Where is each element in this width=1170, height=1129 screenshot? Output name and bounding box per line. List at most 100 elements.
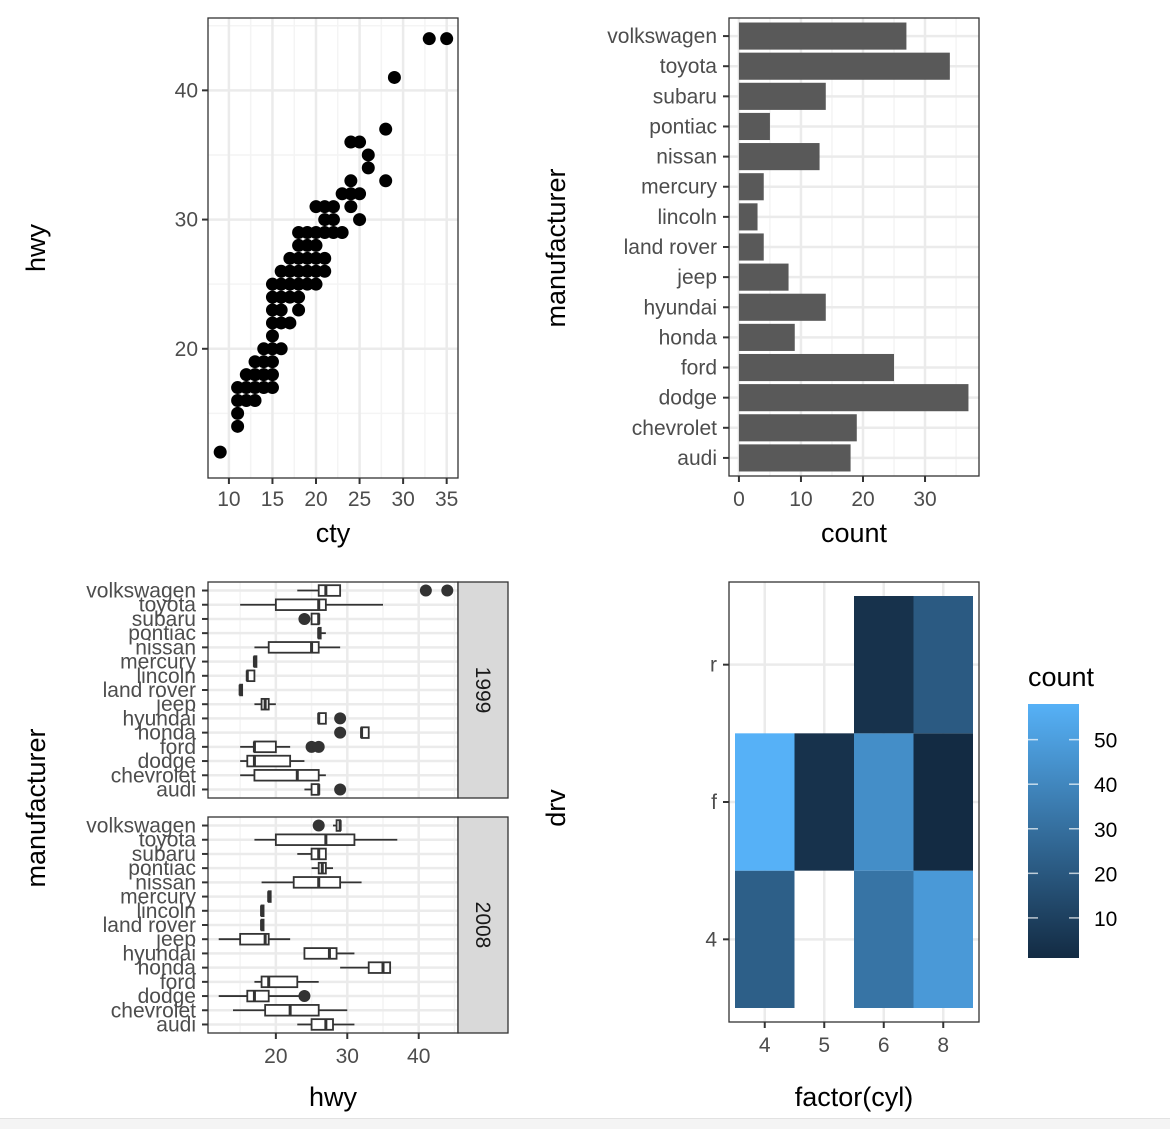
heatmap-cell-cyl8-drvf: [913, 733, 973, 871]
boxplot-box-nissan: [292, 876, 342, 889]
legend-tick-label: 50: [1094, 730, 1117, 753]
heatmap-cell-cyl6-drvf: [854, 733, 914, 871]
bar-x-tick-label: 0: [733, 488, 745, 511]
scatter-point: [422, 32, 436, 46]
scatter-point: [387, 70, 401, 84]
boxplot-y-tick-label: land rover: [103, 679, 196, 702]
scatter-point: [353, 213, 367, 227]
scatter-x-tick-label: 15: [261, 488, 284, 511]
boxplot-box-chevrolet: [264, 1004, 320, 1017]
scatter-point: [283, 316, 297, 330]
heatmap-x-tick-label: 4: [759, 1034, 771, 1057]
boxplot-box-ford: [260, 975, 299, 989]
scatter-x-tick-label: 20: [304, 488, 327, 511]
scatter-point: [213, 445, 227, 459]
scatter-point: [231, 419, 245, 433]
boxplot-outlier: [298, 612, 311, 625]
bar-subaru: [738, 82, 826, 110]
scatter-x-tick-label: 25: [348, 488, 371, 511]
facet-strip-label: 2008: [471, 902, 494, 949]
scatter-point: [248, 393, 262, 407]
scatter-point: [353, 135, 367, 149]
scatter-x-tick-label: 35: [435, 488, 458, 511]
boxplot-box-hyundai: [303, 947, 338, 960]
bar-x-tick-label: 30: [913, 488, 936, 511]
bar-y-tick-label: mercury: [641, 176, 717, 199]
bar-mercury: [738, 173, 764, 201]
heatmap-x-tick-label: 6: [878, 1034, 890, 1057]
boxplot-outlier: [312, 740, 325, 753]
boxplot-box-dodge: [246, 754, 292, 768]
scatter-point: [309, 277, 323, 291]
bar-y-tick-label: chevrolet: [632, 417, 717, 440]
facet-strip: [457, 581, 509, 799]
boxplot-x-axis-title: hwy: [309, 1082, 358, 1112]
count-legend: count 10 20 30 40 50: [1028, 662, 1117, 958]
bar-lincoln: [738, 203, 758, 231]
bar-y-tick-label: jeep: [676, 266, 717, 289]
bar-x-tick-label: 20: [851, 488, 874, 511]
boxplot-x-tick-label: 20: [264, 1045, 287, 1068]
boxplot-y-tick-label: audi: [156, 1013, 196, 1036]
scatter-panel: 10 15 20 25 30 35 20 30 40: [175, 17, 459, 511]
scatter-point: [318, 251, 332, 265]
bar-y-tick-label: hyundai: [643, 296, 717, 319]
boxplot-panel: audichevroletdodgefordhondahyundaijeepla…: [86, 580, 509, 1068]
heatmap-y-axis-title: drv: [541, 789, 571, 827]
boxplot-y-tick-label: nissan: [135, 636, 196, 659]
scatter-point: [344, 200, 358, 214]
boxplot-y-tick-label: lincoln: [136, 665, 196, 688]
bar-audi: [738, 444, 851, 472]
bar-x-axis-title: count: [821, 518, 888, 548]
boxplot-y-tick-label: mercury: [120, 651, 196, 674]
boxplot-y-tick-label: dodge: [138, 985, 196, 1008]
bar-hyundai: [738, 293, 826, 321]
scatter-point: [326, 200, 340, 214]
scatter-point: [440, 32, 454, 46]
boxplot-y-tick-label: volkswagen: [86, 580, 196, 603]
bar-honda: [738, 323, 795, 351]
heatmap-y-tick-label: r: [710, 654, 717, 677]
boxplot-box-audi: [310, 1018, 334, 1031]
boxplot-outlier: [334, 726, 347, 739]
bar-y-tick-label: subaru: [653, 85, 717, 108]
boxplot-y-tick-label: hyundai: [122, 942, 196, 965]
scatter-point: [353, 187, 367, 201]
bar-y-tick-label: pontiac: [649, 115, 717, 138]
boxplot-outlier: [441, 584, 454, 597]
boxplot-y-tick-label: land rover: [103, 914, 196, 937]
boxplot-box-nissan: [267, 641, 320, 654]
boxplot-outlier: [334, 712, 347, 725]
heatmap-cell-cyl4-drvf: [735, 733, 795, 871]
boxplot-y-tick-label: toyota: [139, 594, 197, 617]
scatter-point: [265, 368, 279, 382]
boxplot-outlier: [334, 783, 347, 796]
scatter-plot-background: [208, 18, 458, 478]
bar-land-rover: [738, 233, 764, 261]
boxplot-y-tick-label: jeep: [155, 693, 196, 716]
scatter-point: [326, 213, 340, 227]
boxplot-y-axis-title: manufacturer: [21, 728, 51, 887]
scatter-point: [274, 303, 288, 317]
boxplot-y-tick-label: dodge: [138, 750, 196, 773]
bar-dodge: [738, 384, 969, 412]
heatmap-panel: 4 5 6 8 4 f r: [705, 581, 980, 1057]
bar-y-tick-label: audi: [677, 447, 717, 470]
scatter-point: [292, 303, 306, 317]
boxplot-outlier: [312, 819, 325, 832]
scatter-y-tick-label: 20: [175, 338, 198, 361]
boxplot-y-tick-label: ford: [160, 736, 196, 759]
boxplot-y-tick-label: audi: [156, 778, 196, 801]
bar-y-tick-label: nissan: [656, 146, 717, 169]
boxplot-box-dodge: [246, 989, 270, 1003]
heatmap-y-tick-label: 4: [705, 928, 717, 951]
scatter-y-tick-label: 30: [175, 209, 198, 232]
boxplot-outlier: [298, 990, 311, 1003]
scatter-point: [379, 122, 393, 136]
facet-strip: [457, 816, 509, 1034]
scatter-x-tick-label: 30: [391, 488, 414, 511]
legend-tick-label: 10: [1094, 908, 1117, 931]
legend-colorbar: [1028, 704, 1079, 958]
boxplot-y-tick-label: ford: [160, 971, 196, 994]
boxplot-y-tick-label: lincoln: [136, 900, 196, 923]
